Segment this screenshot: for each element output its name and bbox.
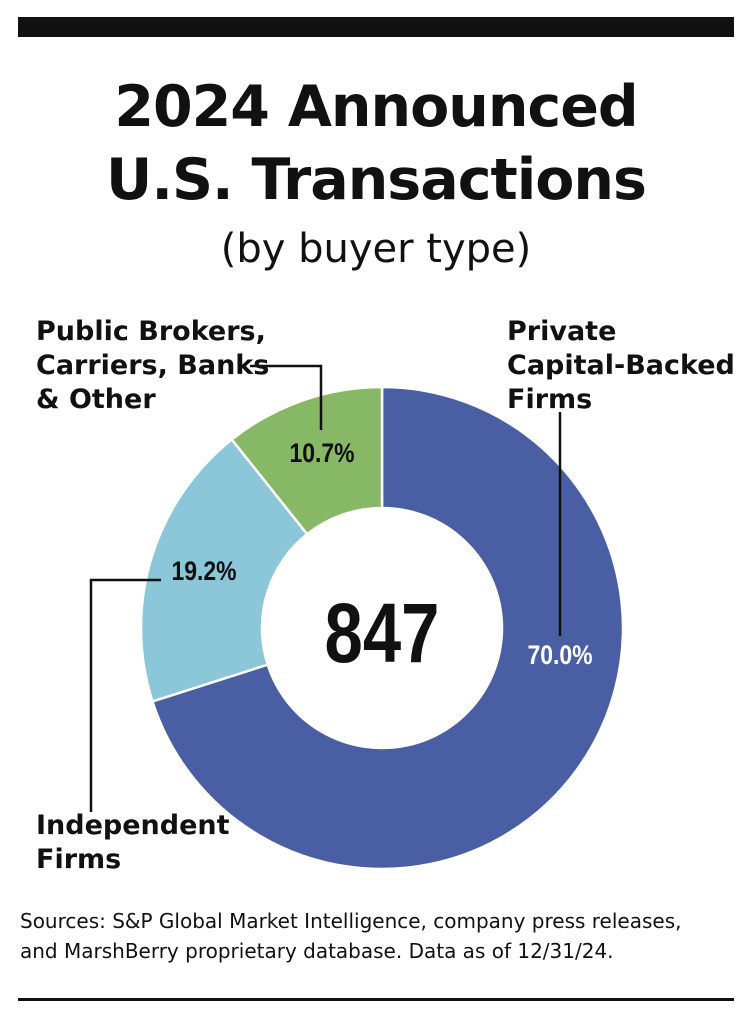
- label-independent-line2: Firms: [36, 844, 122, 875]
- slice-label-2: 19.2%: [171, 556, 236, 586]
- slice-2: [139, 437, 309, 704]
- label-private-line2: Capital-Backed: [507, 350, 735, 381]
- slice-3: [230, 385, 384, 536]
- bottom-rule: [18, 998, 734, 1001]
- label-independent-line1: Independent: [36, 810, 230, 841]
- top-rule: [18, 17, 734, 37]
- label-public-line1: Public Brokers,: [36, 316, 266, 347]
- chart-subtitle: (by buyer type): [220, 226, 532, 272]
- label-private-line1: Private: [507, 316, 617, 347]
- sources-note: Sources: S&P Global Market Intelligence,…: [20, 906, 736, 966]
- center-total-label: 847: [325, 587, 440, 681]
- sources-line2: and MarshBerry proprietary database. Dat…: [20, 939, 614, 963]
- label-public-line3: & Other: [36, 384, 156, 415]
- slice-label-3: 10.7%: [289, 438, 354, 468]
- leader-line-public: [250, 364, 323, 430]
- sources-line1: Sources: S&P Global Market Intelligence,…: [20, 909, 682, 933]
- chart-title-line2: U.S. Transactions: [106, 147, 647, 213]
- slice-1: [150, 385, 625, 871]
- slice-label-1: 70.0%: [527, 640, 592, 670]
- label-public-line2: Carriers, Banks: [36, 350, 270, 381]
- label-private-line3: Firms: [507, 384, 593, 415]
- leader-line-independent: [89, 578, 161, 812]
- chart-title-line1: 2024 Announced: [114, 74, 638, 140]
